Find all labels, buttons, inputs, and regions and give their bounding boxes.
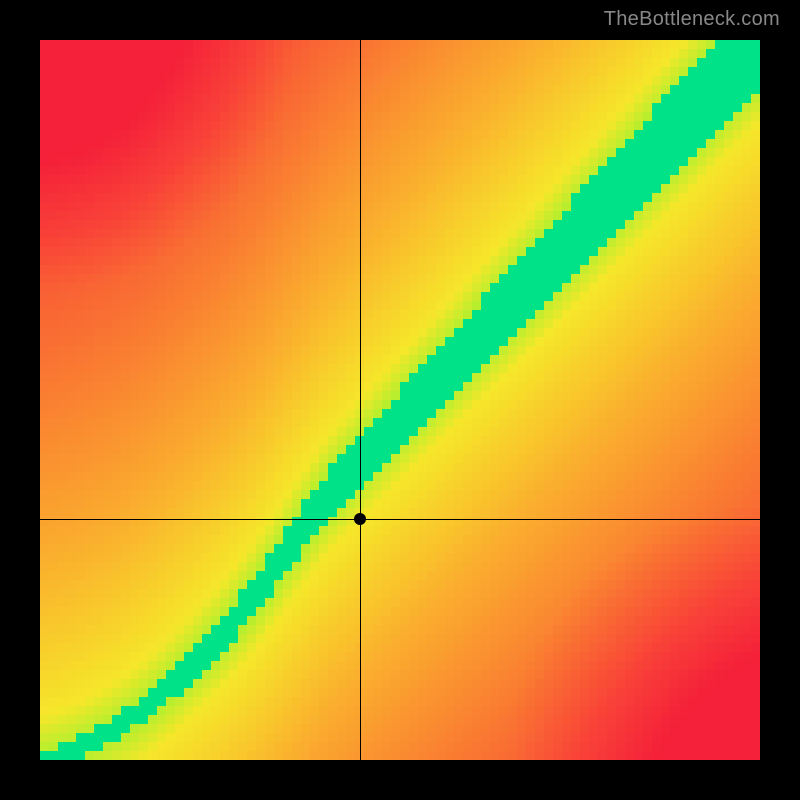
- crosshair-vertical: [360, 40, 361, 760]
- watermark-text: TheBottleneck.com: [604, 8, 780, 31]
- heatmap-plot: [40, 40, 760, 760]
- heatmap-canvas: [40, 40, 760, 760]
- crosshair-marker: [354, 513, 366, 525]
- crosshair-horizontal: [40, 519, 760, 520]
